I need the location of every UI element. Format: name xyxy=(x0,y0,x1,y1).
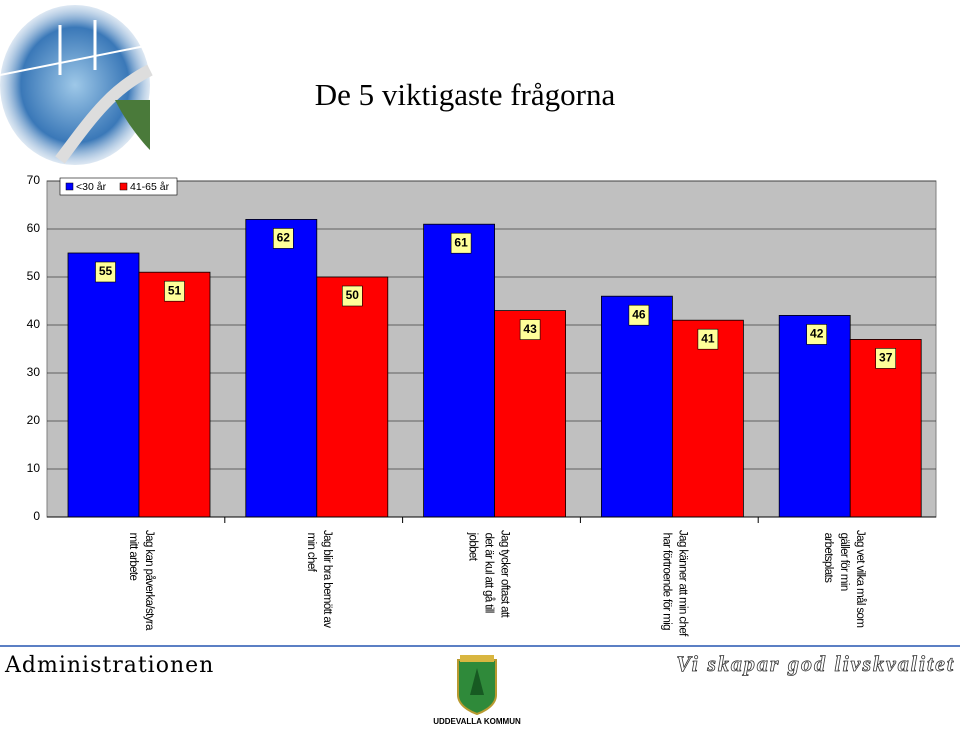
bar xyxy=(778,314,851,518)
x-tick-label: Jag kan påverka/styra mitt arbete xyxy=(127,530,155,631)
y-tick-label: 60 xyxy=(27,221,41,235)
data-label-box xyxy=(519,319,541,340)
y-tick-label: 70 xyxy=(27,173,41,187)
bar xyxy=(245,218,318,518)
footer-right: Vi skapar god livskvalitet xyxy=(676,651,955,676)
data-label-box xyxy=(806,324,828,345)
data-label: 62 xyxy=(277,231,291,245)
data-label: 50 xyxy=(346,288,360,302)
legend-swatch xyxy=(65,182,74,191)
legend-label: 41-65 år xyxy=(130,181,170,193)
bar xyxy=(672,319,744,518)
x-tick-label: Jag vet vilka mål som gäller för min arb… xyxy=(822,530,866,627)
data-label-box xyxy=(164,280,185,302)
data-label-box xyxy=(95,261,116,283)
bar xyxy=(601,295,673,518)
bar xyxy=(849,338,922,518)
header-image xyxy=(0,5,153,165)
y-tick-label: 40 xyxy=(27,317,41,331)
y-tick-label: 0 xyxy=(33,509,40,523)
data-label-box xyxy=(628,304,650,326)
bar xyxy=(67,252,140,518)
bar xyxy=(423,223,496,518)
data-label: 55 xyxy=(99,264,113,278)
data-label: 37 xyxy=(879,351,893,365)
data-label-box xyxy=(875,348,897,369)
data-label-box xyxy=(341,285,363,307)
data-label-box xyxy=(697,328,719,350)
x-tick-label: Jag tycker oftast att det är kul att gå … xyxy=(467,530,511,619)
bar xyxy=(138,271,211,518)
y-tick-label: 10 xyxy=(27,461,41,475)
data-label-box xyxy=(272,228,294,249)
footer-left: Administrationen xyxy=(4,653,214,678)
y-tick-label: 20 xyxy=(27,413,41,427)
x-tick-label: Jag känner att min chef har förtroende f… xyxy=(660,530,688,637)
logo-text: UDDEVALLA KOMMUN xyxy=(433,717,521,726)
legend-swatch xyxy=(119,182,128,191)
x-tick-label: Jag blir bra bemött av min chef xyxy=(305,530,333,628)
bar xyxy=(316,276,389,518)
legend-box xyxy=(59,177,178,196)
chart-title: De 5 viktigaste frågorna xyxy=(315,77,616,112)
data-label: 42 xyxy=(810,327,824,341)
data-label: 41 xyxy=(701,331,715,345)
y-tick-label: 50 xyxy=(27,269,41,283)
data-label: 43 xyxy=(523,322,537,336)
bar xyxy=(494,310,567,518)
logo: UDDEVALLA KOMMUN xyxy=(433,655,521,726)
legend-label: <30 år xyxy=(76,181,107,193)
data-label: 46 xyxy=(632,307,646,321)
data-label-box xyxy=(450,232,472,254)
data-label: 51 xyxy=(168,283,182,297)
y-tick-label: 30 xyxy=(27,365,41,379)
legend: <30 år 41-65 år xyxy=(59,177,178,196)
data-label: 61 xyxy=(454,235,468,249)
